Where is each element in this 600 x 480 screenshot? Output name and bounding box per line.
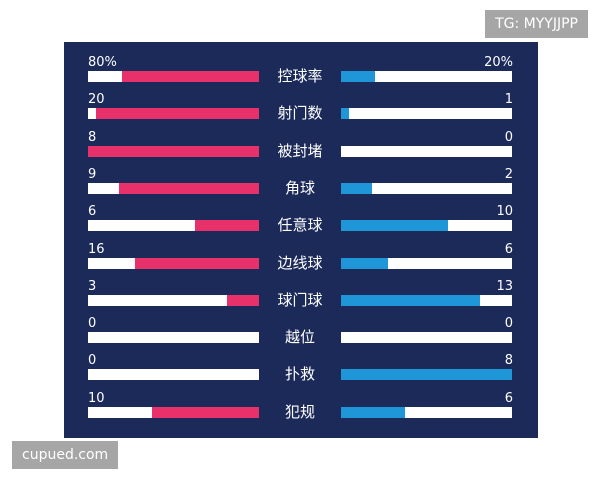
bar-track-left: [88, 71, 259, 82]
bar-fill-left: [226, 294, 259, 306]
bar-track-left: [88, 220, 259, 232]
stat-label: 被封堵: [277, 141, 323, 160]
stat-value-right: 13: [496, 278, 513, 294]
bar-track-left: [88, 332, 259, 344]
stat-value-left: 80%: [88, 55, 117, 70]
bar-fill-left: [88, 145, 259, 157]
bar-track-left: [88, 257, 259, 269]
stat-label: 控球率: [277, 67, 323, 85]
bar-track-right: [341, 145, 512, 157]
stat-label: 任意球: [277, 216, 323, 235]
stat-row: 8 0 被封堵: [64, 130, 538, 166]
bar-fill-left: [122, 71, 259, 82]
bar-track-left: [88, 108, 259, 120]
bar-fill-right: [341, 182, 373, 194]
stat-row: 3 13 球门球: [64, 279, 538, 315]
stat-value-left: 0: [88, 353, 97, 369]
stat-value-left: 20: [88, 92, 105, 108]
stat-label: 射门数: [277, 104, 323, 123]
bar-track-left: [88, 182, 259, 194]
bar-fill-right: [341, 294, 480, 306]
bar-track-left: [88, 406, 259, 418]
bar-track-left: [88, 294, 259, 306]
stat-value-right: 2: [504, 166, 513, 182]
stat-value-right: 1: [504, 92, 513, 108]
bar-fill-right: [341, 71, 376, 82]
bar-track-right: [341, 220, 512, 232]
bar-track-right: [341, 406, 512, 418]
stat-value-right: 0: [504, 129, 513, 145]
watermark-bottom-left: cupued.com: [12, 441, 119, 469]
stat-value-left: 16: [88, 241, 105, 257]
stat-value-right: 20%: [484, 55, 513, 70]
stat-value-left: 8: [88, 129, 97, 145]
stat-value-left: 9: [88, 166, 97, 182]
stat-label: 球门球: [277, 290, 323, 309]
stat-row: 10 6 犯规: [64, 391, 538, 427]
stat-row: 80% 20% 控球率: [64, 55, 538, 91]
stat-label: 越位: [284, 328, 315, 347]
stat-value-right: 6: [504, 390, 513, 406]
stat-value-right: 10: [496, 204, 513, 220]
stat-value-right: 8: [504, 353, 513, 369]
bar-track-right: [341, 108, 512, 120]
bar-fill-left: [152, 406, 259, 418]
bar-fill-left: [96, 108, 259, 120]
stat-value-left: 3: [88, 278, 97, 294]
bar-fill-right: [341, 108, 350, 120]
stat-row: 9 2 角球: [64, 167, 538, 203]
bar-track-right: [341, 71, 512, 82]
bar-fill-right: [341, 257, 388, 269]
bar-track-right: [341, 294, 512, 306]
stat-row: 0 0 越位: [64, 316, 538, 352]
bar-track-right: [341, 182, 512, 194]
stat-value-left: 0: [88, 316, 97, 332]
bar-track-left: [88, 369, 259, 381]
bar-fill-left: [194, 220, 259, 232]
stat-label: 边线球: [277, 253, 323, 272]
bar-track-right: [341, 257, 512, 269]
bar-fill-left: [134, 257, 259, 269]
bar-fill-right: [341, 220, 448, 232]
bar-fill-left: [119, 182, 259, 194]
stat-row: 0 8 扑救: [64, 353, 538, 389]
bar-fill-right: [341, 369, 512, 381]
stat-label: 扑救: [284, 365, 315, 384]
stat-label: 犯规: [284, 402, 315, 421]
bar-fill-right: [341, 406, 406, 418]
stat-row: 20 1 射门数: [64, 92, 538, 128]
bar-track-right: [341, 332, 512, 344]
bar-track-left: [88, 145, 259, 157]
bar-track-right: [341, 369, 512, 381]
stat-value-right: 6: [504, 241, 513, 257]
stat-row: 16 6 边线球: [64, 242, 538, 278]
stat-value-left: 10: [88, 390, 105, 406]
match-stats-panel: 80% 20% 控球率 20 1 射门数 8 0 被封堵 9 2 角球 6 10 任意球 16 6 边线球 3 13 球…: [64, 42, 538, 438]
stat-row: 6 10 任意球: [64, 204, 538, 240]
watermark-top-right: TG: MYYJJPP: [485, 10, 588, 38]
stat-value-right: 0: [504, 316, 513, 332]
stat-value-left: 6: [88, 204, 97, 220]
stat-label: 角球: [284, 178, 315, 197]
